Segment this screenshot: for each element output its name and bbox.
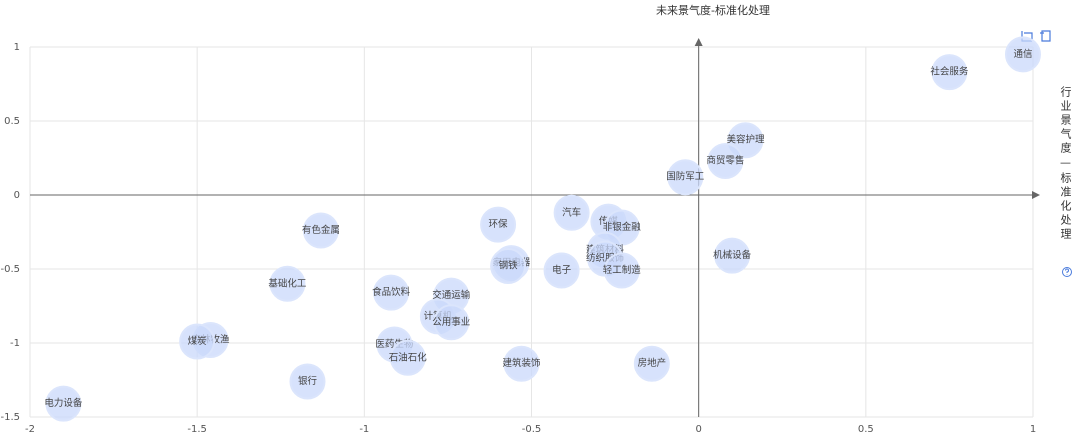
point bbox=[480, 206, 517, 243]
point bbox=[1004, 36, 1041, 73]
point-label: 电力设备 bbox=[44, 397, 83, 409]
tool-icon[interactable] bbox=[1040, 30, 1051, 42]
point bbox=[45, 385, 82, 422]
point-label: 轻工制造 bbox=[603, 264, 642, 276]
x-tick-label: -1.5 bbox=[187, 424, 207, 435]
point-label: 公用事业 bbox=[432, 316, 470, 328]
point-label: 基础化工 bbox=[268, 277, 307, 289]
point bbox=[543, 252, 580, 289]
point-label: 交通运输 bbox=[432, 289, 471, 301]
point bbox=[603, 252, 640, 289]
point-label: 食品饮料 bbox=[372, 286, 411, 298]
point bbox=[373, 274, 410, 311]
y-tick-label: 1 bbox=[14, 42, 20, 53]
point-label: 建筑装饰 bbox=[502, 357, 540, 369]
point bbox=[931, 54, 968, 91]
point-label: 汽车 bbox=[562, 206, 581, 218]
x-tick-label: -0.5 bbox=[522, 424, 542, 435]
point bbox=[714, 237, 751, 274]
x-tick-label: -1 bbox=[359, 424, 369, 435]
point bbox=[490, 248, 527, 285]
axis-arrow bbox=[1032, 191, 1040, 199]
point-label: 银行 bbox=[298, 375, 318, 387]
point-label: 通信 bbox=[1013, 48, 1032, 60]
y-tick-label: -0.5 bbox=[0, 264, 20, 275]
point bbox=[389, 339, 426, 376]
y-tick-label: -1.5 bbox=[0, 412, 20, 423]
point-label: 非银金融 bbox=[603, 221, 642, 233]
point bbox=[433, 304, 470, 341]
x-tick-label: 0 bbox=[695, 424, 701, 435]
point-label: 钢铁 bbox=[499, 260, 519, 272]
y-tick-label: 0.5 bbox=[4, 116, 20, 127]
point-label: 电子 bbox=[552, 264, 572, 276]
point bbox=[553, 194, 590, 231]
point-label: 有色金属 bbox=[302, 224, 340, 236]
point bbox=[503, 345, 540, 382]
point bbox=[667, 159, 704, 196]
point bbox=[707, 142, 744, 179]
point-label: 环保 bbox=[489, 218, 509, 230]
chart-title: 未来景气度-标准化处理 bbox=[656, 3, 770, 17]
point bbox=[269, 265, 306, 302]
x-tick-label: 1 bbox=[1030, 424, 1036, 435]
y-tick-label: 0 bbox=[14, 190, 20, 201]
point-label: 机械设备 bbox=[713, 249, 752, 261]
point-label: 商贸零售 bbox=[706, 154, 744, 166]
point bbox=[302, 212, 339, 249]
help-icon[interactable] bbox=[1062, 267, 1072, 277]
point-label: 社会服务 bbox=[930, 66, 969, 78]
point bbox=[179, 323, 216, 360]
point-label: 房地产 bbox=[638, 357, 667, 369]
x-tick-label: 0.5 bbox=[858, 424, 874, 435]
point bbox=[289, 363, 326, 400]
x-tick-label: -2 bbox=[25, 424, 35, 435]
point bbox=[633, 345, 670, 382]
point-label: 石油石化 bbox=[389, 351, 428, 363]
y-axis-title: 行业景气度—标准化处理 bbox=[1059, 86, 1072, 242]
point-label: 国防军工 bbox=[666, 171, 705, 183]
axis-arrow bbox=[694, 38, 703, 46]
point-label: 美容护理 bbox=[726, 134, 765, 146]
point-label: 煤炭 bbox=[188, 335, 208, 347]
y-tick-label: -1 bbox=[10, 338, 20, 349]
